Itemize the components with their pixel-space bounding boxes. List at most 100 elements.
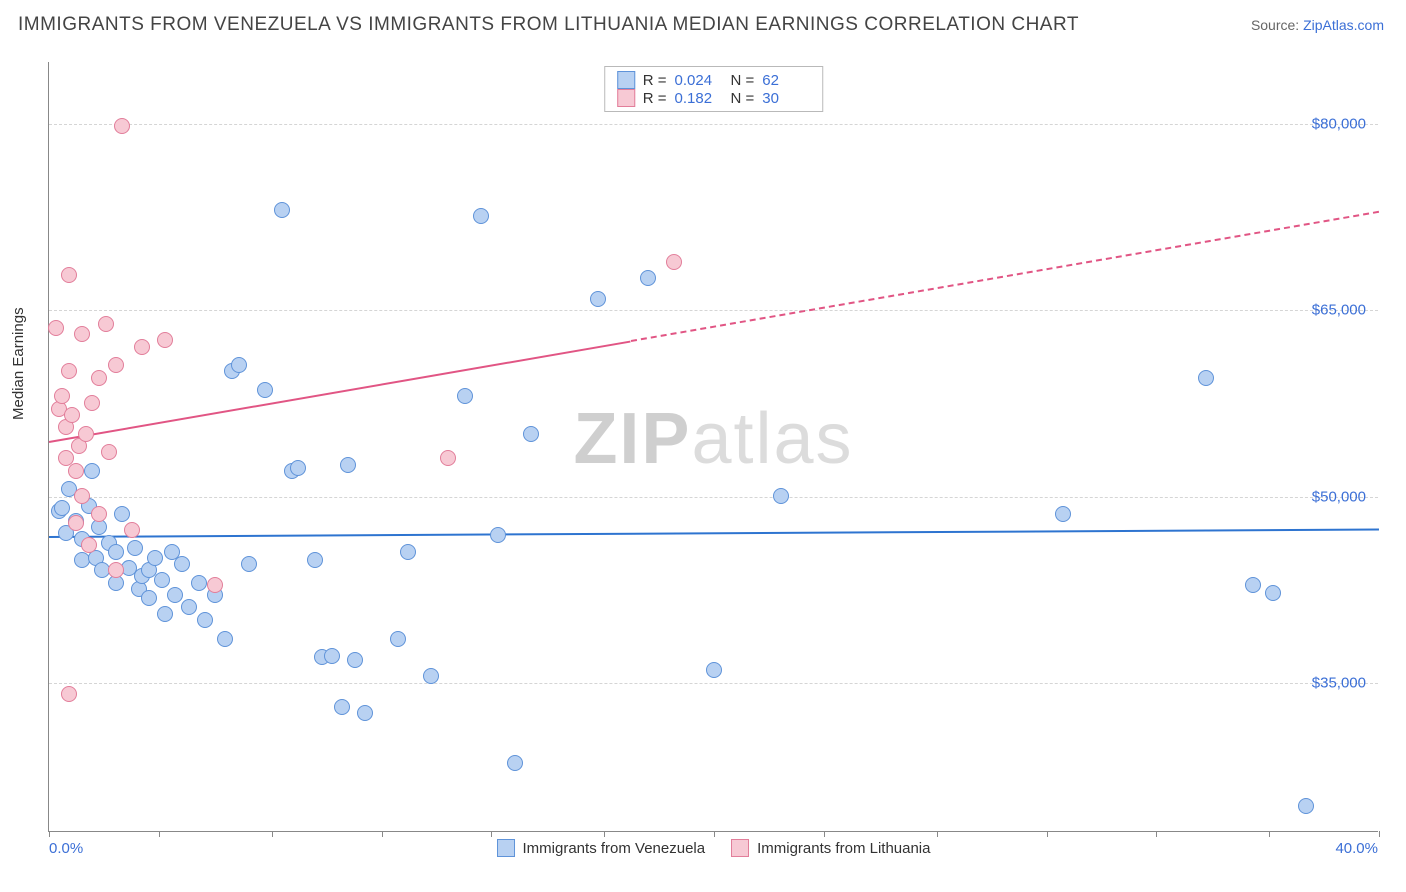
data-point xyxy=(61,363,77,379)
data-point xyxy=(347,652,363,668)
data-point xyxy=(141,590,157,606)
data-point xyxy=(290,460,306,476)
data-point xyxy=(1265,585,1281,601)
data-point xyxy=(174,556,190,572)
data-point xyxy=(114,506,130,522)
data-point xyxy=(773,488,789,504)
data-point xyxy=(1245,577,1261,593)
legend-r-label: R = xyxy=(643,90,667,107)
data-point xyxy=(1055,506,1071,522)
data-point xyxy=(523,426,539,442)
data-point xyxy=(307,552,323,568)
data-point xyxy=(74,488,90,504)
data-point xyxy=(84,463,100,479)
x-axis-end: 40.0% xyxy=(1335,840,1378,857)
gridline xyxy=(49,497,1378,498)
legend-label-lithuania: Immigrants from Lithuania xyxy=(757,840,930,857)
gridline xyxy=(49,310,1378,311)
data-point xyxy=(473,208,489,224)
data-point xyxy=(154,572,170,588)
data-point xyxy=(423,668,439,684)
legend-swatch-lithuania xyxy=(617,89,635,107)
data-point xyxy=(191,575,207,591)
data-point xyxy=(181,599,197,615)
legend-swatch-lithuania xyxy=(731,839,749,857)
data-point xyxy=(61,267,77,283)
data-point xyxy=(241,556,257,572)
data-point xyxy=(91,506,107,522)
data-point xyxy=(340,457,356,473)
x-tick xyxy=(937,831,938,837)
gridline xyxy=(49,124,1378,125)
legend-series: Immigrants from Venezuela Immigrants fro… xyxy=(497,839,931,857)
data-point xyxy=(666,254,682,270)
source-label: Source: xyxy=(1251,17,1299,33)
data-point xyxy=(108,562,124,578)
data-point xyxy=(1298,798,1314,814)
data-point xyxy=(101,444,117,460)
data-point xyxy=(114,118,130,134)
data-point xyxy=(157,332,173,348)
data-point xyxy=(48,320,64,336)
data-point xyxy=(197,612,213,628)
legend-stats-row: R = 0.024 N = 62 xyxy=(617,71,811,89)
x-tick xyxy=(1156,831,1157,837)
data-point xyxy=(457,388,473,404)
data-point xyxy=(61,686,77,702)
x-axis-start: 0.0% xyxy=(49,840,83,857)
x-tick xyxy=(604,831,605,837)
legend-label-venezuela: Immigrants from Venezuela xyxy=(523,840,706,857)
data-point xyxy=(440,450,456,466)
legend-item-lithuania: Immigrants from Lithuania xyxy=(731,839,930,857)
x-tick xyxy=(491,831,492,837)
x-tick xyxy=(714,831,715,837)
legend-r-label: R = xyxy=(643,72,667,89)
data-point xyxy=(1198,370,1214,386)
data-point xyxy=(507,755,523,771)
data-point xyxy=(127,540,143,556)
source-link[interactable]: ZipAtlas.com xyxy=(1303,17,1384,33)
data-point xyxy=(706,662,722,678)
data-point xyxy=(231,357,247,373)
data-point xyxy=(357,705,373,721)
data-point xyxy=(78,426,94,442)
data-point xyxy=(167,587,183,603)
y-tick-label: $65,000 xyxy=(1312,302,1366,319)
source: Source: ZipAtlas.com xyxy=(1251,17,1384,33)
chart-title: IMMIGRANTS FROM VENEZUELA VS IMMIGRANTS … xyxy=(18,14,1079,36)
legend-n-value-lithuania: 30 xyxy=(762,90,810,107)
data-point xyxy=(207,577,223,593)
legend-stats-row: R = 0.182 N = 30 xyxy=(617,89,811,107)
data-point xyxy=(334,699,350,715)
watermark-light: atlas xyxy=(691,398,853,478)
data-point xyxy=(157,606,173,622)
y-axis-label: Median Earnings xyxy=(10,307,27,420)
data-point xyxy=(68,515,84,531)
watermark: ZIPatlas xyxy=(573,397,853,479)
x-tick xyxy=(1047,831,1048,837)
data-point xyxy=(640,270,656,286)
data-point xyxy=(64,407,80,423)
y-tick-label: $80,000 xyxy=(1312,116,1366,133)
data-point xyxy=(108,357,124,373)
data-point xyxy=(74,326,90,342)
legend-swatch-venezuela xyxy=(497,839,515,857)
data-point xyxy=(490,527,506,543)
watermark-bold: ZIP xyxy=(573,398,691,478)
data-point xyxy=(108,544,124,560)
legend-r-value-lithuania: 0.182 xyxy=(675,90,723,107)
y-tick-label: $50,000 xyxy=(1312,488,1366,505)
x-tick xyxy=(1269,831,1270,837)
data-point xyxy=(54,388,70,404)
legend-swatch-venezuela xyxy=(617,71,635,89)
data-point xyxy=(54,500,70,516)
data-point xyxy=(400,544,416,560)
x-tick xyxy=(272,831,273,837)
data-point xyxy=(147,550,163,566)
data-point xyxy=(134,339,150,355)
data-point xyxy=(98,316,114,332)
header: IMMIGRANTS FROM VENEZUELA VS IMMIGRANTS … xyxy=(0,0,1406,44)
trend-line xyxy=(49,340,631,442)
legend-n-value-venezuela: 62 xyxy=(762,72,810,89)
gridline xyxy=(49,683,1378,684)
